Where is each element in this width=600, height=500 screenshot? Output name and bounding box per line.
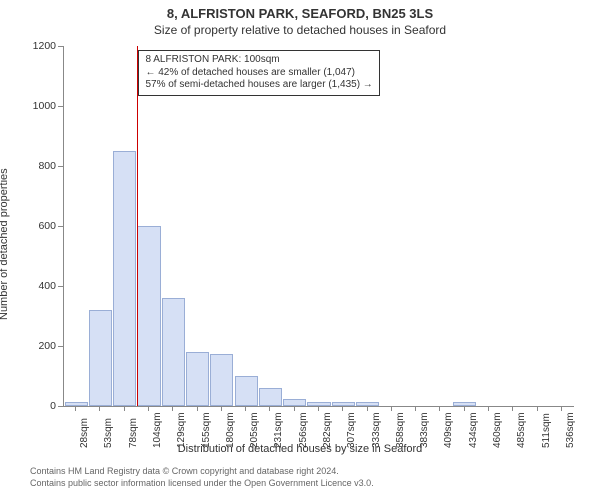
y-tick: [58, 346, 64, 347]
x-tick: [439, 406, 440, 411]
annotation-line-3: 57% of semi-detached houses are larger (…: [145, 79, 372, 92]
y-tick-label: 0: [50, 400, 56, 412]
x-tick-label: 358sqm: [395, 412, 406, 448]
y-tick: [58, 226, 64, 227]
x-tick: [197, 406, 198, 411]
x-tick: [537, 406, 538, 411]
y-tick-label: 1000: [33, 100, 56, 112]
histogram-bar: [162, 298, 185, 406]
x-tick-label: 104sqm: [152, 412, 163, 448]
annotation-line-1: 8 ALFRISTON PARK: 100sqm: [145, 54, 372, 67]
x-tick-label: 434sqm: [468, 412, 479, 448]
y-tick-label: 800: [38, 160, 56, 172]
y-tick: [58, 286, 64, 287]
x-tick-label: 282sqm: [322, 412, 333, 448]
x-tick: [269, 406, 270, 411]
x-tick-label: 333sqm: [371, 412, 382, 448]
x-tick: [99, 406, 100, 411]
x-tick-label: 460sqm: [492, 412, 503, 448]
x-tick-label: 536sqm: [565, 412, 576, 448]
x-tick: [561, 406, 562, 411]
x-tick: [148, 406, 149, 411]
y-tick: [58, 406, 64, 407]
x-tick-label: 180sqm: [225, 412, 236, 448]
x-tick-label: 307sqm: [346, 412, 357, 448]
y-tick-label: 400: [38, 280, 56, 292]
x-tick: [415, 406, 416, 411]
x-tick: [221, 406, 222, 411]
histogram-bar: [259, 388, 282, 406]
y-tick: [58, 106, 64, 107]
chart-container: 8, ALFRISTON PARK, SEAFORD, BN25 3LS Siz…: [0, 0, 600, 500]
annotation-line-2: ← 42% of detached houses are smaller (1,…: [145, 67, 372, 80]
x-tick: [245, 406, 246, 411]
annotation-box: 8 ALFRISTON PARK: 100sqm ← 42% of detach…: [138, 50, 379, 96]
x-tick: [75, 406, 76, 411]
x-tick-label: 231sqm: [273, 412, 284, 448]
histogram-bar: [89, 310, 112, 406]
x-tick: [172, 406, 173, 411]
plot-area: [63, 46, 574, 407]
x-tick-label: 28sqm: [79, 418, 90, 448]
y-tick: [58, 46, 64, 47]
reference-line: [137, 46, 138, 406]
x-tick: [294, 406, 295, 411]
histogram-bar: [332, 402, 355, 406]
footer-line-2: Contains public sector information licen…: [0, 478, 600, 488]
x-tick-label: 383sqm: [419, 412, 430, 448]
x-tick-label: 409sqm: [443, 412, 454, 448]
histogram-bar: [356, 402, 379, 407]
x-tick: [464, 406, 465, 411]
page-title: 8, ALFRISTON PARK, SEAFORD, BN25 3LS: [0, 0, 600, 21]
histogram-bar: [137, 226, 160, 406]
x-tick-label: 78sqm: [128, 418, 139, 448]
x-tick: [391, 406, 392, 411]
histogram-bar: [210, 354, 233, 407]
page-subtitle: Size of property relative to detached ho…: [0, 21, 600, 37]
x-tick: [512, 406, 513, 411]
histogram-bar: [113, 151, 136, 406]
y-tick-label: 200: [38, 340, 56, 352]
x-tick-label: 205sqm: [249, 412, 260, 448]
y-tick-label: 1200: [33, 40, 56, 52]
histogram-bar: [186, 352, 209, 406]
x-tick: [342, 406, 343, 411]
x-tick: [124, 406, 125, 411]
x-tick-label: 256sqm: [298, 412, 309, 448]
x-tick-label: 155sqm: [201, 412, 212, 448]
x-tick-label: 485sqm: [516, 412, 527, 448]
footer-line-1: Contains HM Land Registry data © Crown c…: [0, 466, 600, 476]
histogram-bar: [283, 399, 306, 407]
histogram-bar: [453, 402, 476, 407]
x-tick: [318, 406, 319, 411]
histogram-bar: [235, 376, 258, 406]
x-tick: [367, 406, 368, 411]
x-tick-label: 129sqm: [176, 412, 187, 448]
x-tick-label: 53sqm: [103, 418, 114, 448]
x-tick: [488, 406, 489, 411]
y-axis-label: Number of detached properties: [0, 168, 10, 320]
y-tick: [58, 166, 64, 167]
x-tick-label: 511sqm: [541, 413, 552, 448]
y-tick-label: 600: [38, 220, 56, 232]
